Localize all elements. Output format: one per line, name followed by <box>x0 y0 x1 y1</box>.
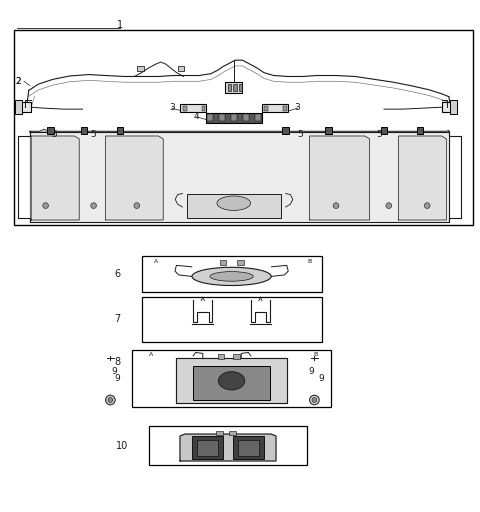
Bar <box>132 350 331 407</box>
Bar <box>219 260 227 265</box>
Text: 8: 8 <box>115 356 120 367</box>
Bar <box>229 431 236 435</box>
Bar <box>149 426 307 465</box>
Text: 5: 5 <box>51 130 57 139</box>
Polygon shape <box>177 358 287 403</box>
Bar <box>47 127 54 134</box>
Circle shape <box>310 395 319 405</box>
Text: 9: 9 <box>111 367 117 376</box>
Circle shape <box>108 398 113 402</box>
Text: 9: 9 <box>308 367 314 376</box>
Bar <box>282 127 289 134</box>
Ellipse shape <box>217 196 251 210</box>
Bar <box>233 84 237 91</box>
Bar <box>142 297 322 343</box>
Bar <box>283 106 287 111</box>
Circle shape <box>312 398 317 402</box>
Circle shape <box>333 203 339 208</box>
Bar <box>243 114 249 121</box>
Bar <box>187 194 281 218</box>
Text: 5: 5 <box>91 130 96 139</box>
Bar <box>450 100 457 114</box>
Polygon shape <box>106 136 163 220</box>
Bar <box>202 106 205 111</box>
Bar <box>233 354 240 359</box>
Ellipse shape <box>218 372 245 390</box>
Bar <box>197 440 218 456</box>
Text: 9: 9 <box>114 374 120 383</box>
Circle shape <box>424 203 430 208</box>
Polygon shape <box>398 136 446 220</box>
Bar <box>183 106 187 111</box>
Bar <box>216 431 223 435</box>
Text: B: B <box>308 259 312 264</box>
Circle shape <box>43 203 48 208</box>
Bar <box>225 82 242 93</box>
Bar <box>238 440 259 456</box>
Bar <box>193 367 270 400</box>
Polygon shape <box>30 129 449 132</box>
Bar <box>206 113 262 122</box>
Bar <box>262 104 288 112</box>
Bar <box>233 436 264 459</box>
Bar <box>237 260 243 265</box>
Bar <box>442 102 452 112</box>
Text: 7: 7 <box>114 314 121 325</box>
Polygon shape <box>31 136 79 220</box>
Bar <box>117 127 123 134</box>
Text: 2: 2 <box>15 77 21 86</box>
Bar <box>14 30 473 225</box>
Text: 1: 1 <box>117 19 123 30</box>
Bar <box>15 100 22 114</box>
Bar <box>207 114 213 121</box>
Bar <box>180 104 206 112</box>
Bar <box>81 127 87 134</box>
Bar <box>137 66 144 71</box>
Bar <box>325 127 332 134</box>
Circle shape <box>134 203 140 208</box>
Ellipse shape <box>210 271 253 281</box>
Polygon shape <box>180 434 276 461</box>
Bar <box>228 84 231 91</box>
Bar <box>417 127 423 134</box>
Polygon shape <box>30 132 449 222</box>
Text: A: A <box>149 352 153 357</box>
Text: 10: 10 <box>116 441 129 451</box>
Ellipse shape <box>192 267 271 286</box>
Bar <box>178 66 184 71</box>
Bar <box>142 256 322 292</box>
Text: 2: 2 <box>15 77 21 86</box>
Text: 5: 5 <box>376 130 382 139</box>
Bar <box>219 114 225 121</box>
Text: 5: 5 <box>297 130 303 139</box>
Circle shape <box>91 203 96 208</box>
Bar <box>192 436 223 459</box>
Bar <box>231 114 237 121</box>
Bar <box>20 102 31 112</box>
Bar <box>264 106 268 111</box>
Text: 6: 6 <box>115 269 120 279</box>
Circle shape <box>106 395 115 405</box>
Text: 3: 3 <box>169 103 175 112</box>
Text: B: B <box>314 352 318 357</box>
Bar <box>239 84 242 91</box>
Text: 9: 9 <box>318 374 324 383</box>
Text: 4: 4 <box>194 112 200 121</box>
Text: A: A <box>154 259 158 264</box>
Bar <box>255 114 261 121</box>
Circle shape <box>386 203 392 208</box>
Bar <box>218 354 225 359</box>
Bar <box>381 127 387 134</box>
Text: 3: 3 <box>295 103 300 112</box>
Polygon shape <box>310 136 370 220</box>
